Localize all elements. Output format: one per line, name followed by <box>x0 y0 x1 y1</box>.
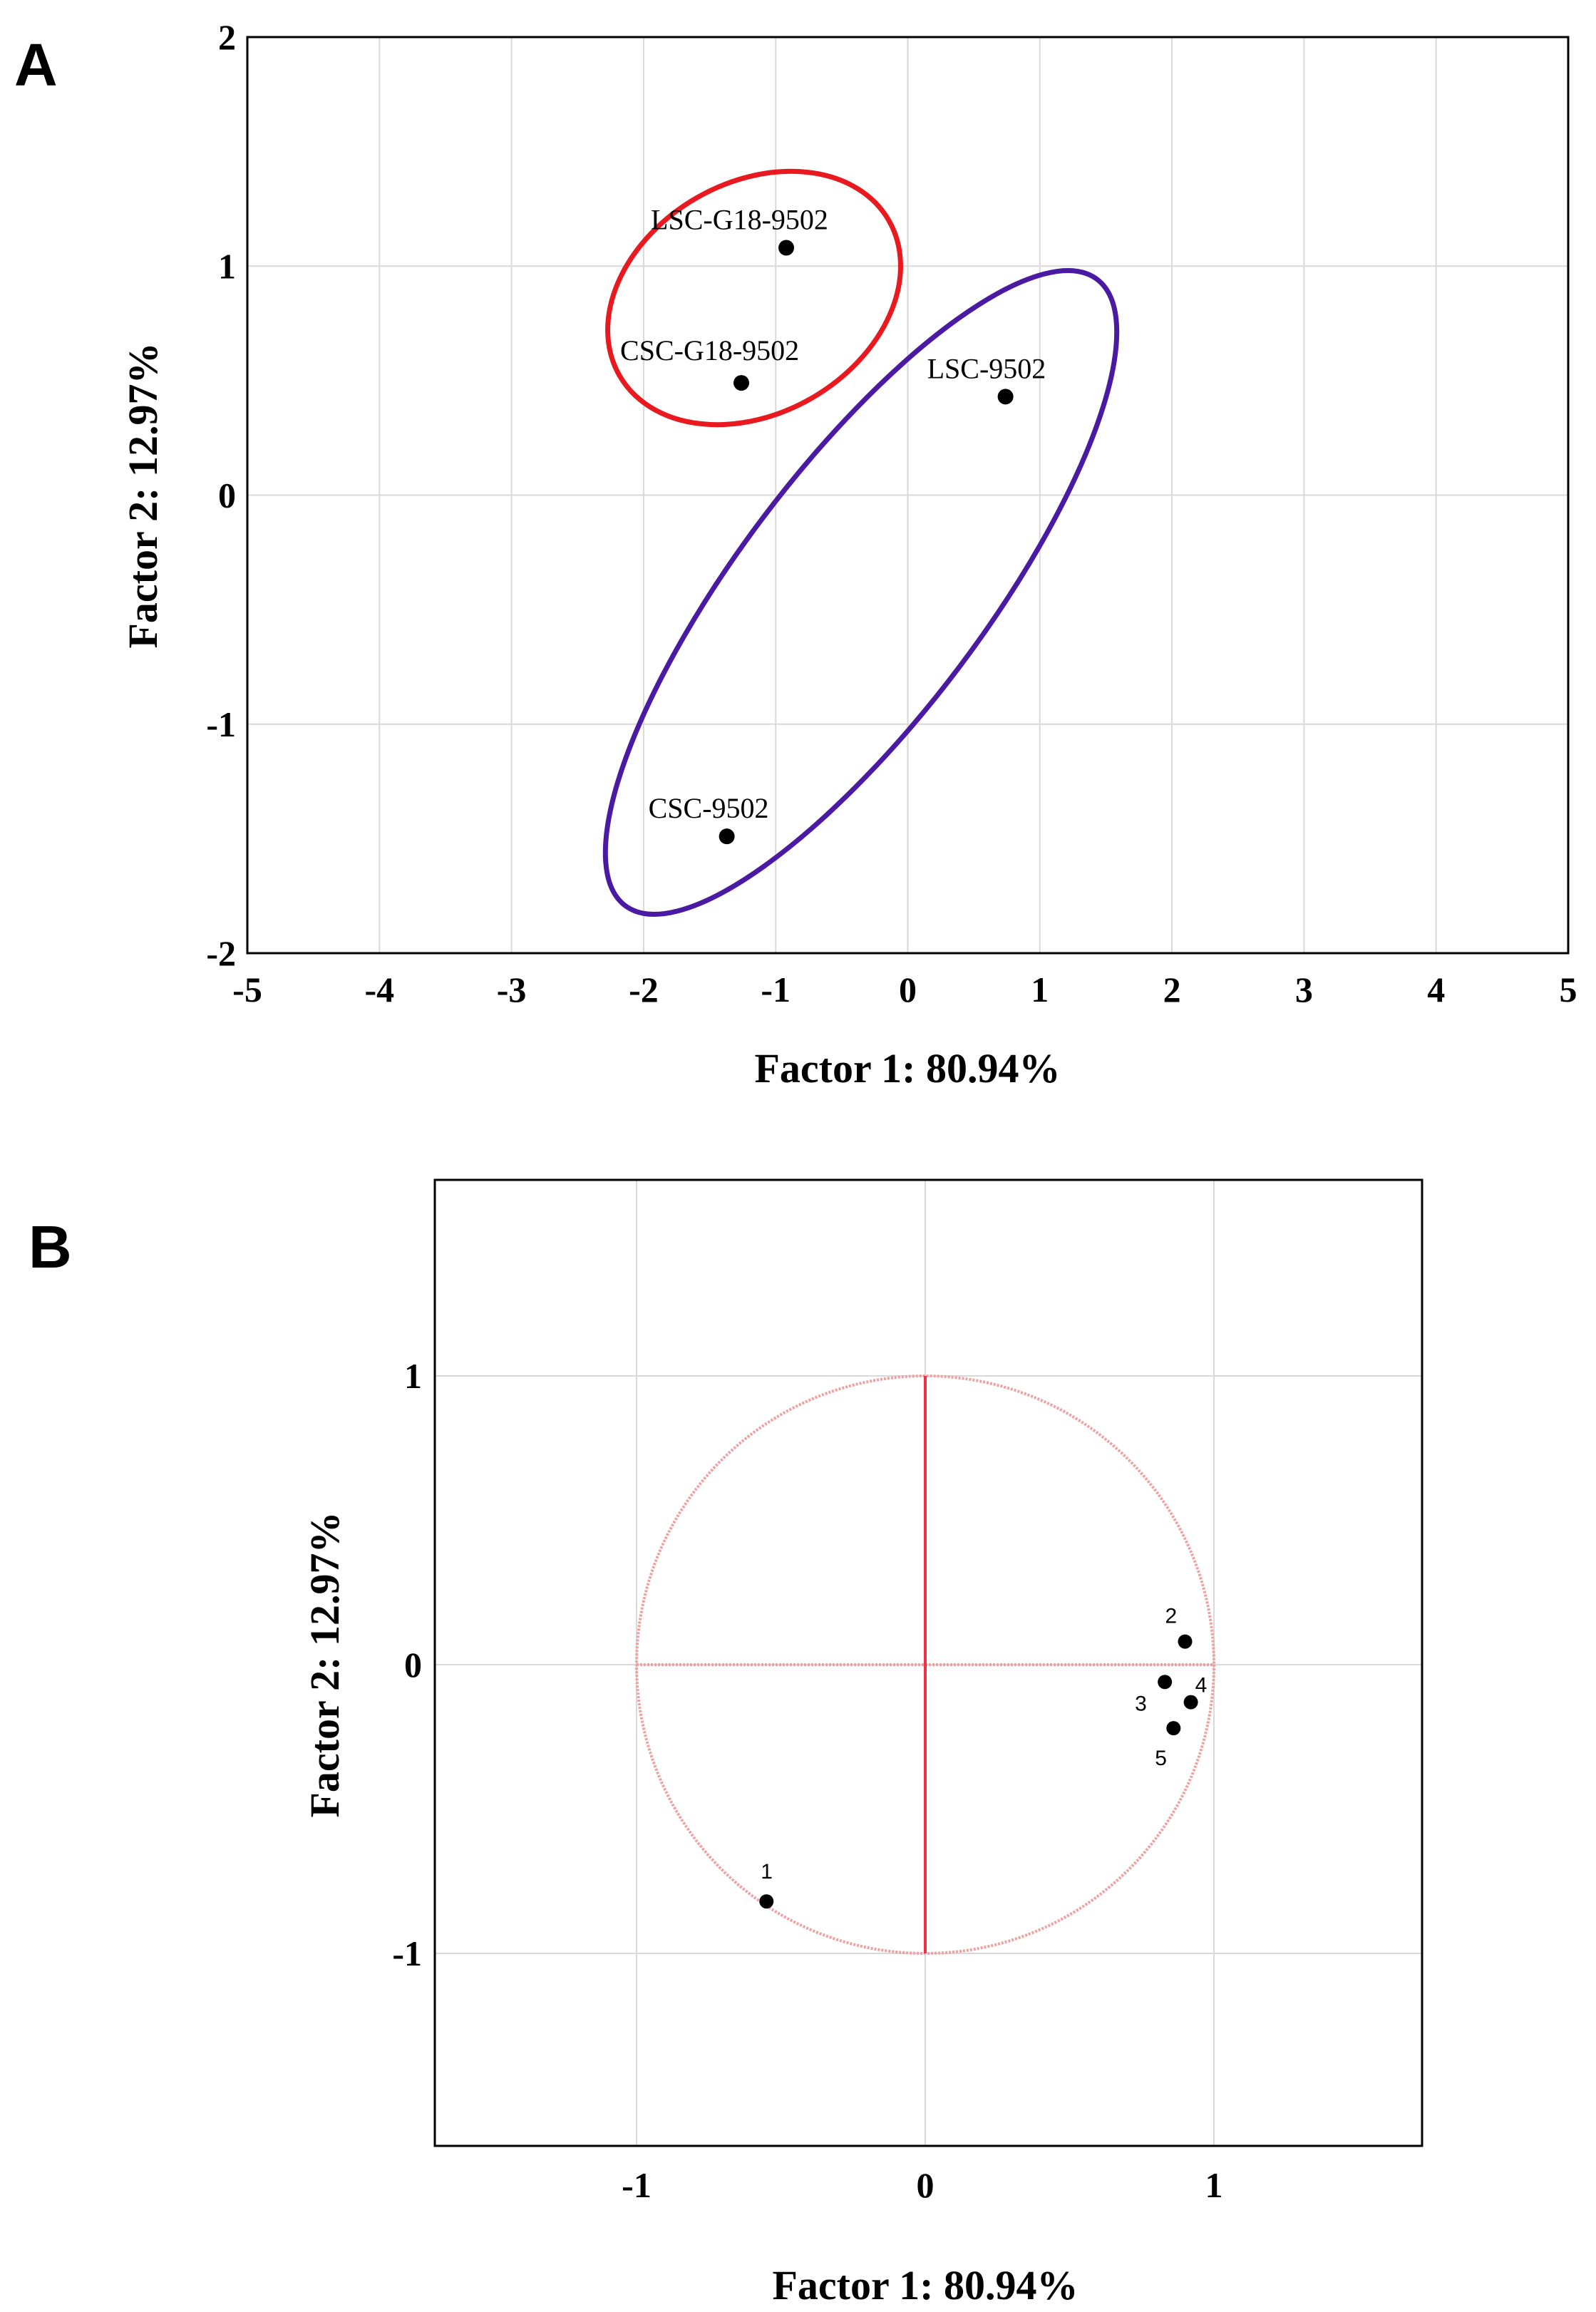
variable-label: 4 <box>1195 1674 1208 1697</box>
data-point <box>719 828 735 845</box>
x-tick-label: -4 <box>364 970 394 1009</box>
x-tick-label: 1 <box>1205 2165 1223 2205</box>
group-ellipse <box>602 268 1120 917</box>
variable-label: 1 <box>761 1860 773 1884</box>
point-label: LSC-G18-9502 <box>651 204 828 236</box>
x-tick-label: -5 <box>232 970 262 1009</box>
y-tick-label: 1 <box>218 246 236 286</box>
panel-a-y-axis-label: Factor 2: 12.97% <box>120 343 166 649</box>
panel-b-plot-frame <box>433 1178 1423 2147</box>
variable-label: 3 <box>1135 1692 1147 1715</box>
panel-b: B -1 0 1 1 0 -1 1 2 3 4 5 Factor 1: 80.94% Facto… <box>29 1178 1423 2308</box>
panel-a-y-tick-labels: -2 -1 0 1 2 <box>206 17 236 973</box>
x-tick-label: -1 <box>622 2165 652 2205</box>
data-point <box>733 375 750 391</box>
variable-label: 2 <box>1165 1605 1178 1628</box>
variable-point <box>1183 1695 1198 1710</box>
panel-b-correlation-circle <box>635 1375 1215 1955</box>
panel-a-label: A <box>14 31 58 98</box>
panel-a-points: LSC-G18-9502 CSC-G18-9502 LSC-9502 CSC-9502 <box>620 204 1046 845</box>
x-tick-label: 2 <box>1163 970 1181 1009</box>
panel-a: A -5 -4 -3 -2 -1 0 1 2 3 4 5 -2 -1 0 1 2 LSC-G18-9502 C… <box>14 17 1577 1091</box>
panel-b-x-axis-label: Factor 1: 80.94% <box>773 2262 1078 2308</box>
x-tick-label: 4 <box>1427 970 1445 1009</box>
x-tick-label: 0 <box>917 2165 935 2205</box>
panel-a-grid <box>247 36 1569 954</box>
x-tick-label: 1 <box>1031 970 1049 1009</box>
panel-b-points: 1 2 3 4 5 <box>759 1605 1207 1909</box>
point-label: CSC-G18-9502 <box>620 334 799 366</box>
y-tick-label: 0 <box>218 476 236 515</box>
variable-point <box>1158 1675 1173 1690</box>
variable-point <box>1178 1634 1193 1649</box>
variable-label: 5 <box>1155 1747 1167 1770</box>
x-tick-label: -1 <box>761 970 791 1009</box>
point-label: LSC-9502 <box>927 352 1046 384</box>
panel-a-ellipses <box>602 168 1120 917</box>
panel-b-y-tick-labels: 1 0 -1 <box>392 1356 422 1973</box>
panel-a-x-tick-labels: -5 -4 -3 -2 -1 0 1 2 3 4 5 <box>232 970 1577 1009</box>
panel-a-x-axis-label: Factor 1: 80.94% <box>755 1045 1061 1091</box>
x-tick-label: 0 <box>899 970 917 1009</box>
y-tick-label: 1 <box>404 1356 422 1396</box>
y-tick-label: -2 <box>206 933 236 973</box>
panel-b-grid <box>435 1180 1422 2146</box>
data-point <box>778 240 795 256</box>
x-tick-label: 5 <box>1560 970 1577 1009</box>
panel-b-x-tick-labels: -1 0 1 <box>622 2165 1222 2205</box>
panel-a-plot-frame <box>246 36 1570 955</box>
point-label: CSC-9502 <box>649 792 769 824</box>
variable-point <box>759 1894 774 1909</box>
y-tick-label: -1 <box>206 704 236 744</box>
y-tick-label: 0 <box>404 1645 422 1685</box>
x-tick-label: -2 <box>629 970 659 1009</box>
x-tick-label: -3 <box>497 970 527 1009</box>
variable-point <box>1166 1721 1181 1736</box>
panel-b-y-axis-label: Factor 2: 12.97% <box>302 1512 348 1818</box>
y-tick-label: 2 <box>218 17 236 57</box>
panel-b-label: B <box>29 1213 72 1280</box>
group-ellipse <box>605 168 903 428</box>
x-tick-label: 3 <box>1295 970 1313 1009</box>
y-tick-label: -1 <box>392 1933 422 1973</box>
data-point <box>997 389 1014 405</box>
